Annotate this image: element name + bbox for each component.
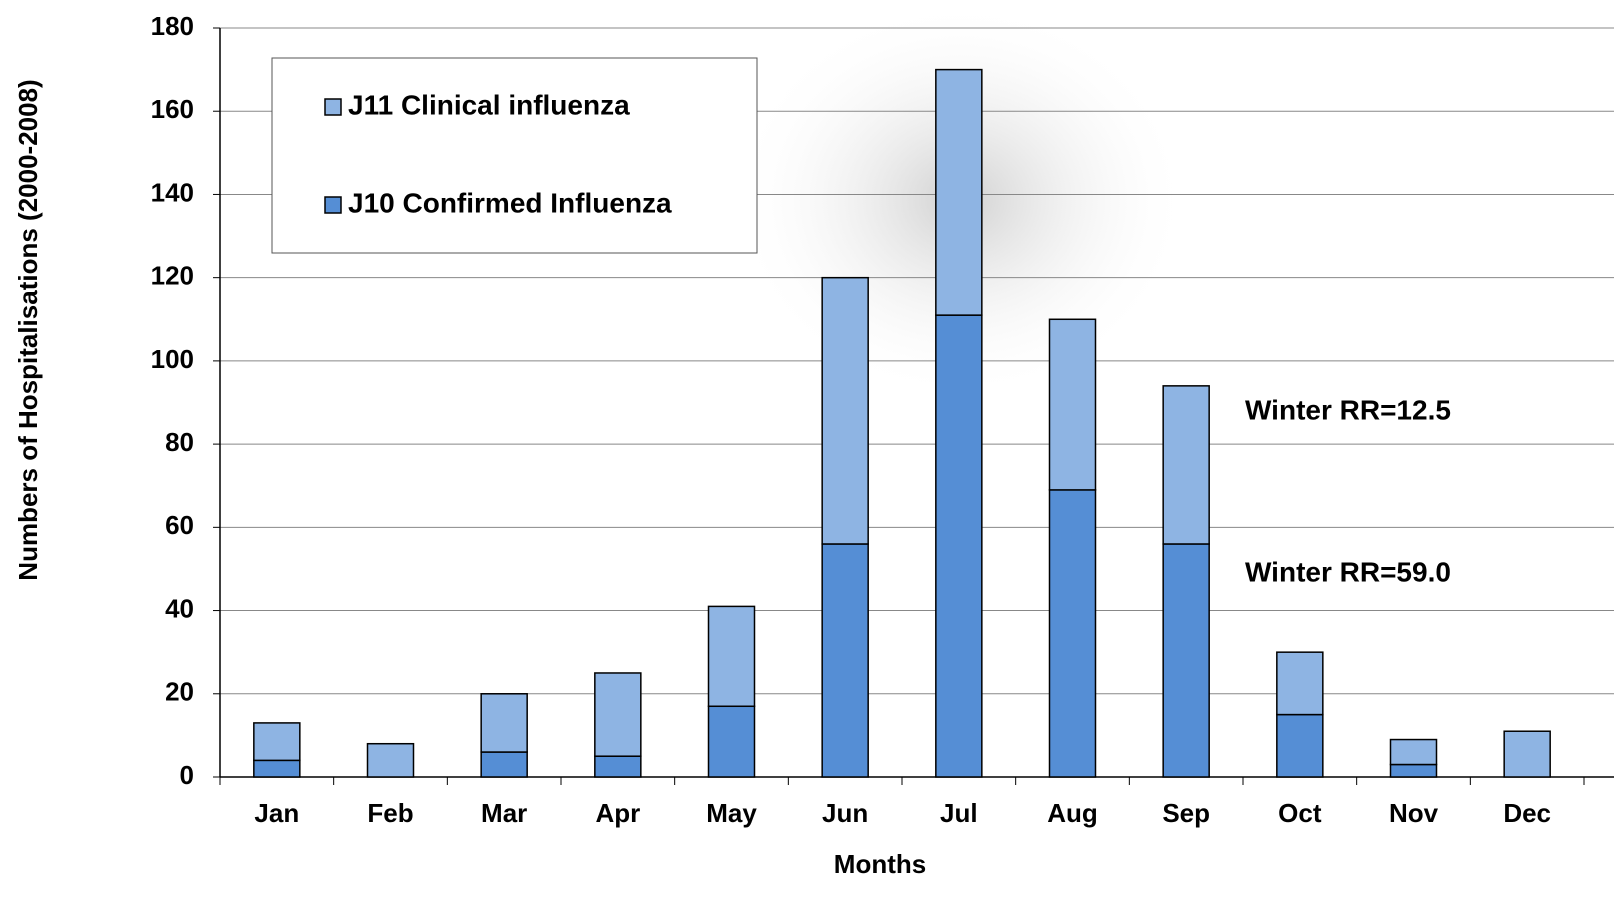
y-tick-label: 60 (165, 510, 194, 540)
bar-segment (1048, 318, 1097, 491)
x-tick-label: Dec (1503, 798, 1551, 828)
y-tick-label: 20 (165, 677, 194, 707)
legend-box (271, 57, 758, 254)
bar-segment (1389, 738, 1438, 766)
y-tick-label: 160 (151, 94, 194, 124)
bar-segment (821, 543, 869, 778)
bar-segment (253, 759, 301, 778)
bar-segment (707, 705, 756, 778)
legend-label: J10 Confirmed Influenza (348, 187, 672, 218)
x-tick-label: Jan (254, 798, 299, 828)
y-tick-label: 180 (151, 11, 194, 41)
x-axis-title: Months (834, 849, 926, 879)
legend-swatch (324, 196, 342, 214)
legend-swatch (324, 98, 342, 116)
bar-segment (366, 742, 415, 778)
y-tick-label: 80 (165, 427, 194, 457)
x-tick-label: Nov (1389, 798, 1439, 828)
x-tick-label: Oct (1278, 798, 1322, 828)
bar-segment (594, 672, 642, 757)
bar-segment (1503, 730, 1551, 778)
x-tick-label: Mar (481, 798, 527, 828)
x-tick-label: Apr (595, 798, 640, 828)
x-tick-label: Sep (1162, 798, 1210, 828)
bar-segment (1162, 543, 1210, 778)
x-tick-label: Aug (1047, 798, 1098, 828)
x-tick-label: Jun (822, 798, 868, 828)
bar-segment (935, 68, 983, 316)
bar-segment (1389, 763, 1438, 778)
y-tick-label: 100 (151, 344, 194, 374)
bar-segment (594, 755, 642, 778)
annotation: Winter RR=12.5 (1245, 394, 1451, 425)
bar-segment (821, 276, 869, 545)
bar-segment (253, 722, 301, 762)
bar-segment (1162, 385, 1210, 545)
y-tick-label: 140 (151, 177, 194, 207)
bar-segment (935, 314, 983, 778)
x-tick-label: Feb (367, 798, 413, 828)
y-tick-label: 0 (180, 760, 194, 790)
bar-segment (1276, 713, 1324, 778)
bar-segment (480, 693, 528, 753)
x-tick-label: Jul (940, 798, 978, 828)
annotation: Winter RR=59.0 (1245, 556, 1451, 587)
bar-segment (707, 605, 756, 708)
x-tick-label: May (706, 798, 757, 828)
y-axis-title: Numbers of Hospitalisations (2000-2008) (13, 79, 43, 580)
legend-label: J11 Clinical influenza (348, 89, 630, 120)
y-tick-label: 40 (165, 593, 194, 623)
y-tick-label: 120 (151, 261, 194, 291)
bar-segment (480, 751, 528, 778)
bar-segment (1276, 651, 1324, 716)
bar-segment (1048, 489, 1097, 778)
